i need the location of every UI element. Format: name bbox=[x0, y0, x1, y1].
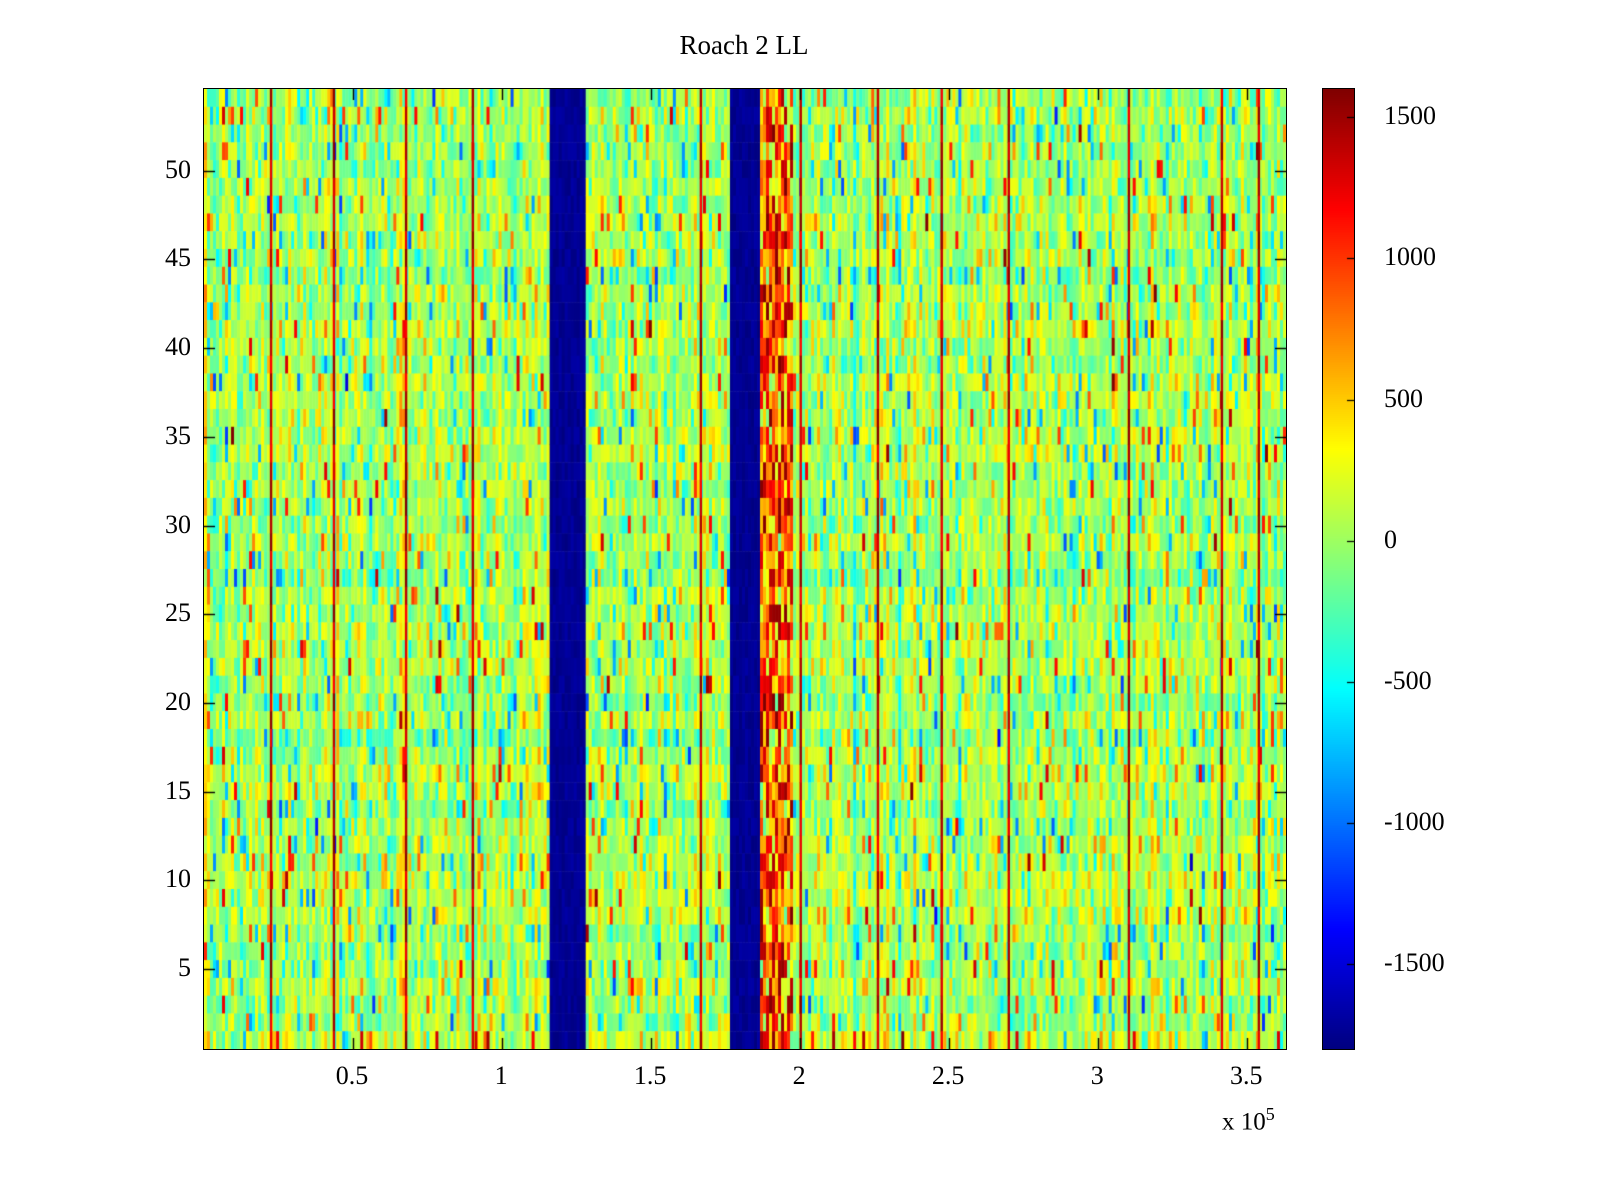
x-axis-exponent-label: x 105 bbox=[1222, 1104, 1275, 1136]
colorbar-canvas bbox=[1322, 88, 1355, 1050]
x-tick-label: 3 bbox=[1090, 1061, 1104, 1090]
y-tick-label: 45 bbox=[165, 243, 191, 273]
y-tick-label: 5 bbox=[178, 953, 191, 983]
y-tick-label: 25 bbox=[165, 598, 191, 628]
y-tick-label: 40 bbox=[165, 332, 191, 362]
y-tick-label: 20 bbox=[165, 686, 191, 716]
x-tick-label: 2 bbox=[792, 1061, 806, 1090]
x-tick-label: 3.5 bbox=[1230, 1061, 1263, 1090]
x-axis-multiplier-exponent: 5 bbox=[1265, 1104, 1275, 1124]
y-tick-label: 15 bbox=[165, 775, 191, 805]
y-tick-label: 10 bbox=[165, 864, 191, 894]
x-tick-label: 1.5 bbox=[633, 1061, 667, 1090]
colorbar-tick-label: -1000 bbox=[1384, 807, 1445, 837]
colorbar-tick-label: -500 bbox=[1384, 665, 1432, 695]
colorbar-tick-label: 1500 bbox=[1384, 101, 1436, 131]
x-axis-multiplier-base: x 10 bbox=[1222, 1108, 1266, 1136]
x-tick-label: 0.5 bbox=[335, 1061, 369, 1090]
colorbar-tick-label: 500 bbox=[1384, 383, 1423, 413]
colorbar-tick-label: 1000 bbox=[1384, 242, 1436, 272]
x-tick-label: 2.5 bbox=[931, 1061, 965, 1090]
chart-title: Roach 2 LL bbox=[679, 30, 809, 60]
y-tick-label: 30 bbox=[165, 509, 191, 539]
x-tick-label: 1 bbox=[494, 1061, 508, 1090]
y-tick-label: 35 bbox=[165, 420, 191, 450]
heatmap-canvas bbox=[203, 88, 1287, 1050]
colorbar-tick-label: 0 bbox=[1384, 524, 1397, 554]
y-tick-label: 50 bbox=[165, 154, 191, 184]
colorbar-tick-label: -1500 bbox=[1384, 948, 1445, 978]
